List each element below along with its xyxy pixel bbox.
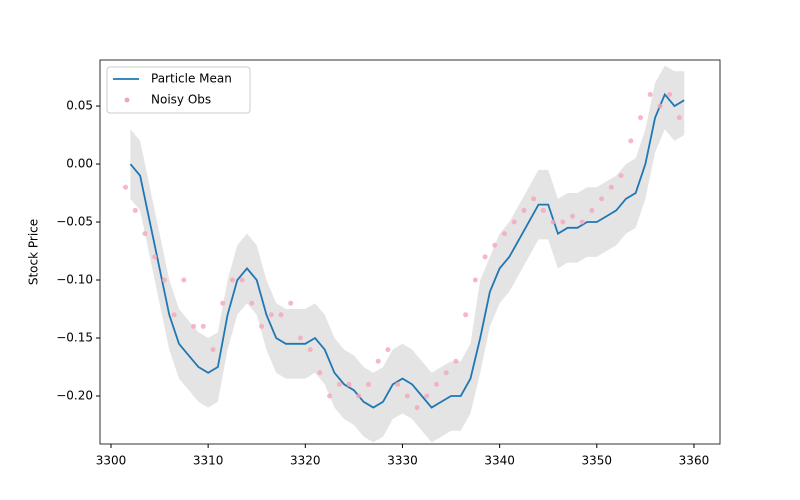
obs-point — [540, 207, 546, 213]
obs-point — [288, 300, 294, 306]
x-tick-label: 3310 — [193, 454, 224, 468]
y-tick-label: −0.05 — [56, 215, 93, 229]
obs-point — [579, 219, 585, 225]
obs-point — [375, 358, 381, 364]
obs-point — [589, 207, 595, 213]
obs-point — [511, 219, 517, 225]
obs-point — [268, 312, 274, 318]
obs-point — [657, 103, 663, 109]
mean-line — [129, 92, 685, 409]
obs-point — [181, 277, 187, 283]
obs-point — [628, 138, 634, 144]
obs-point — [424, 393, 430, 399]
obs-point — [200, 323, 206, 329]
obs-point — [608, 184, 614, 190]
confidence-band — [130, 65, 685, 443]
legend-swatch — [124, 97, 130, 103]
y-tick-label: −0.10 — [56, 273, 93, 287]
obs-point — [210, 347, 216, 353]
y-axis-label: Stock Price — [27, 219, 41, 285]
obs-point — [501, 231, 507, 237]
obs-point — [356, 393, 362, 399]
y-tick-label: −0.15 — [56, 330, 93, 344]
obs-point — [482, 254, 488, 260]
x-tick-label: 3340 — [484, 454, 515, 468]
obs-point — [570, 213, 576, 219]
obs-point — [132, 207, 138, 213]
obs-point — [336, 381, 342, 387]
legend-label: Particle Mean — [151, 72, 232, 86]
obs-point — [249, 300, 255, 306]
obs-point — [647, 91, 653, 97]
plot-frame — [99, 59, 721, 445]
x-tick-label: 3320 — [290, 454, 321, 468]
obs-point — [327, 393, 333, 399]
obs-point — [317, 370, 323, 376]
obs-point — [404, 393, 410, 399]
obs-point — [618, 173, 624, 179]
obs-point — [123, 184, 129, 190]
obs-point — [307, 347, 313, 353]
obs-point — [676, 115, 682, 121]
y-tick-label: 0.05 — [66, 99, 93, 113]
obs-point — [239, 277, 245, 283]
obs-point — [453, 358, 459, 364]
obs-point — [259, 323, 265, 329]
obs-point — [297, 335, 303, 341]
obs-point — [171, 312, 177, 318]
obs-point — [521, 207, 527, 213]
obs-point — [472, 277, 478, 283]
obs-point — [395, 381, 401, 387]
obs-point — [191, 323, 197, 329]
obs-point — [667, 91, 673, 97]
obs-point — [550, 219, 556, 225]
obs-point — [638, 115, 644, 121]
x-tick-label: 3300 — [96, 454, 127, 468]
obs-point — [220, 300, 226, 306]
obs-point — [152, 254, 158, 260]
obs-point — [443, 370, 449, 376]
obs-point — [531, 196, 537, 202]
x-tick-label: 3360 — [679, 454, 710, 468]
obs-point — [560, 219, 566, 225]
obs-point — [433, 381, 439, 387]
obs-point — [492, 242, 498, 248]
obs-point — [346, 381, 352, 387]
y-tick-label: −0.20 — [56, 388, 93, 402]
legend-box — [106, 66, 251, 114]
obs-point — [161, 277, 167, 283]
obs-point — [142, 231, 148, 237]
obs-point — [414, 405, 420, 411]
legend-label: Noisy Obs — [151, 93, 211, 107]
y-tick-label: 0.00 — [66, 157, 93, 171]
x-tick-label: 3330 — [387, 454, 418, 468]
obs-point — [278, 312, 284, 318]
obs-point — [385, 347, 391, 353]
obs-point — [229, 277, 235, 283]
obs-point — [599, 196, 605, 202]
x-tick-label: 3350 — [582, 454, 613, 468]
obs-point — [463, 312, 469, 318]
obs-point — [365, 381, 371, 387]
